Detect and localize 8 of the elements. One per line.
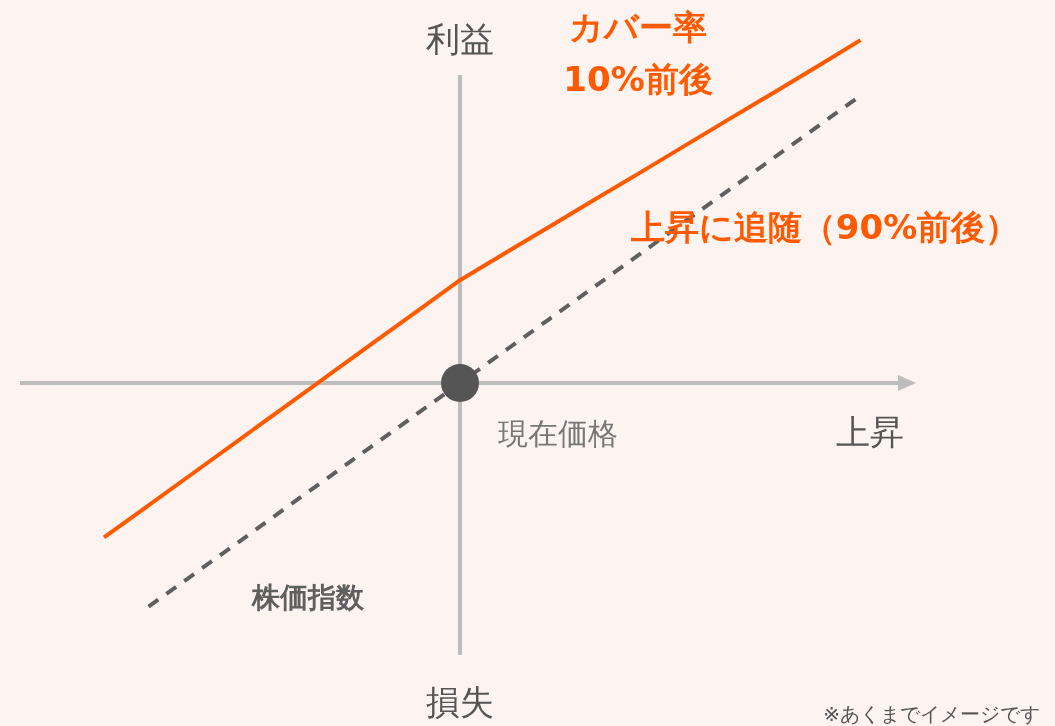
text: 損失 (426, 681, 494, 722)
y-axis-title: 利益 (426, 18, 494, 59)
text: ※あくまでイメージです (823, 702, 1040, 726)
annotation: カバー率 10%前後 (563, 6, 713, 99)
annotation: 現在価格 (498, 415, 618, 451)
series-label: 株価指数 (251, 581, 365, 615)
annotation: 上昇に追随（90%前後） (629, 206, 1020, 247)
x-axis-title: 上昇 (836, 411, 904, 452)
